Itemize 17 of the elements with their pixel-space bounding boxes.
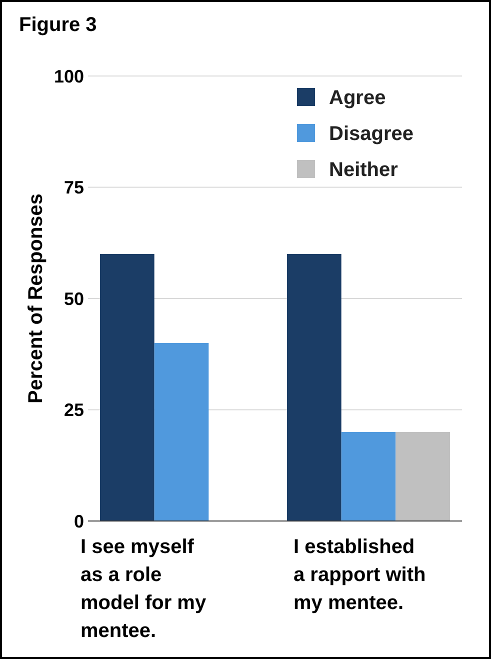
y-tick-label: 0 xyxy=(74,511,84,532)
y-axis-title: Percent of Responses xyxy=(25,193,47,404)
y-tick-label: 75 xyxy=(64,178,84,198)
y-tick-label: 50 xyxy=(64,288,84,309)
y-tick-label: 100 xyxy=(54,66,84,86)
legend-label: Agree xyxy=(329,87,386,109)
x-tick-label: I established a rapport with my mentee. xyxy=(294,536,426,614)
y-tick-label: 25 xyxy=(64,400,84,420)
legend-label: Neither xyxy=(329,159,398,181)
bar xyxy=(154,343,209,521)
bar xyxy=(100,254,154,521)
chart-title: Figure 3 xyxy=(19,14,97,36)
legend-label: Disagree xyxy=(329,123,414,145)
bar xyxy=(287,254,342,521)
bar xyxy=(396,432,450,521)
x-tick-label: I see myself as a role model for my mentee. xyxy=(80,536,207,642)
bar xyxy=(341,432,396,521)
